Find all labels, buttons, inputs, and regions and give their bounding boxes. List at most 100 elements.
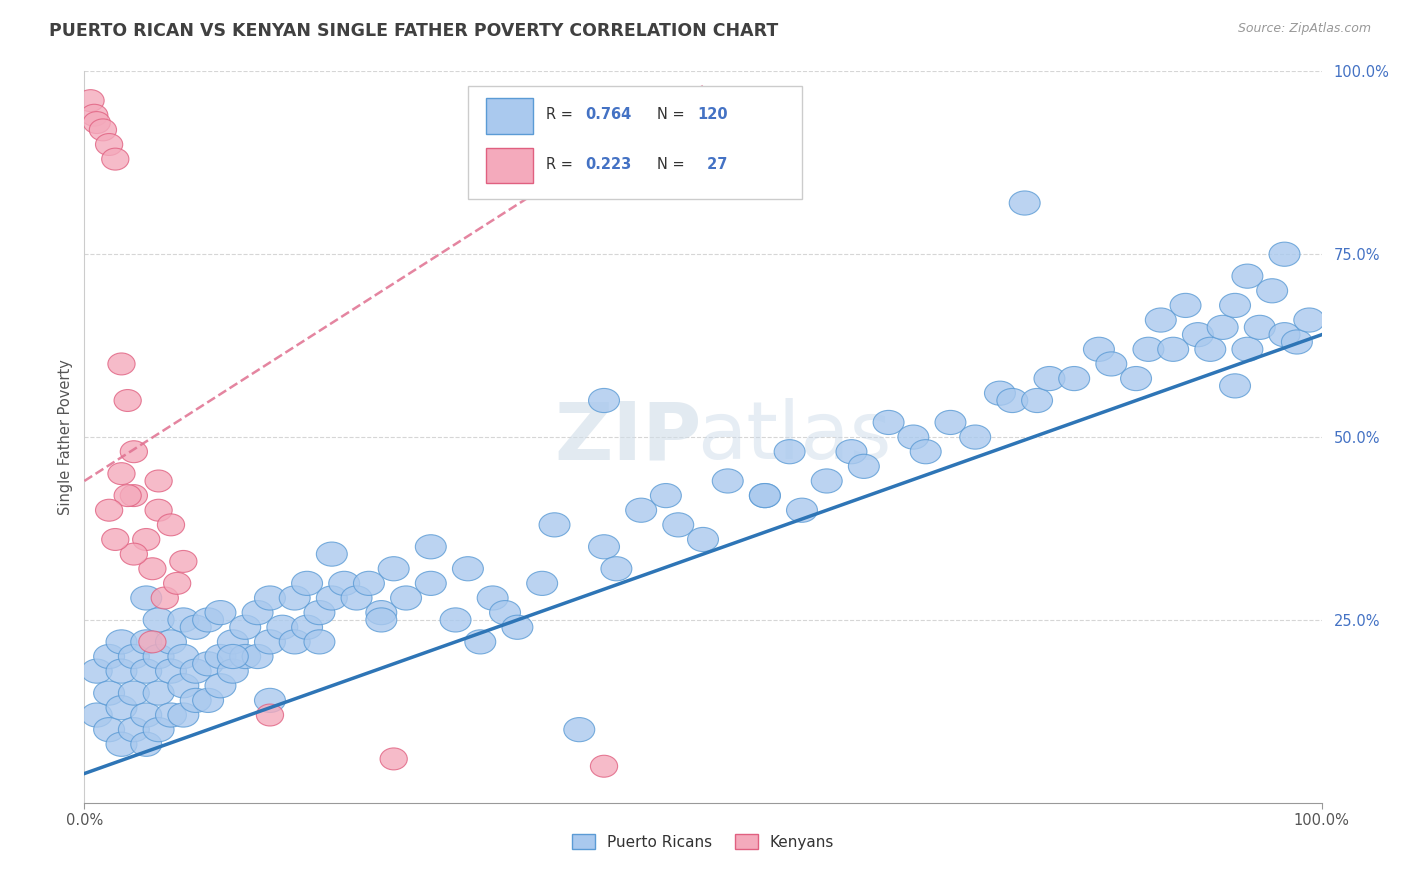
Ellipse shape <box>156 659 187 683</box>
Ellipse shape <box>80 104 108 127</box>
Ellipse shape <box>910 440 941 464</box>
Ellipse shape <box>1095 351 1126 376</box>
Ellipse shape <box>1022 388 1053 413</box>
Ellipse shape <box>626 498 657 523</box>
Ellipse shape <box>811 469 842 493</box>
Ellipse shape <box>316 586 347 610</box>
Ellipse shape <box>180 615 211 640</box>
Text: Source: ZipAtlas.com: Source: ZipAtlas.com <box>1237 22 1371 36</box>
Ellipse shape <box>1208 315 1239 340</box>
Legend: Puerto Ricans, Kenyans: Puerto Ricans, Kenyans <box>564 826 842 857</box>
Ellipse shape <box>591 756 617 777</box>
Ellipse shape <box>94 681 125 706</box>
Ellipse shape <box>1133 337 1164 361</box>
Ellipse shape <box>139 558 166 580</box>
Ellipse shape <box>600 557 631 581</box>
Ellipse shape <box>316 542 347 566</box>
Ellipse shape <box>218 659 249 683</box>
Ellipse shape <box>662 513 693 537</box>
Ellipse shape <box>143 717 174 742</box>
Ellipse shape <box>205 644 236 669</box>
Ellipse shape <box>118 717 149 742</box>
Ellipse shape <box>218 644 249 669</box>
Ellipse shape <box>229 615 260 640</box>
Ellipse shape <box>786 498 817 523</box>
Ellipse shape <box>1195 337 1226 361</box>
Ellipse shape <box>1219 293 1250 318</box>
Ellipse shape <box>329 571 360 596</box>
Text: ZIP: ZIP <box>554 398 702 476</box>
Ellipse shape <box>873 410 904 434</box>
Ellipse shape <box>1033 367 1064 391</box>
Ellipse shape <box>145 500 172 521</box>
Ellipse shape <box>101 148 129 170</box>
Ellipse shape <box>108 463 135 484</box>
Ellipse shape <box>291 571 322 596</box>
Text: 0.764: 0.764 <box>585 107 631 122</box>
Ellipse shape <box>380 747 408 770</box>
Ellipse shape <box>170 550 197 573</box>
Text: R =: R = <box>546 157 578 172</box>
Ellipse shape <box>1084 337 1115 361</box>
Ellipse shape <box>280 630 311 654</box>
Ellipse shape <box>156 703 187 727</box>
Ellipse shape <box>291 615 322 640</box>
Ellipse shape <box>121 441 148 463</box>
Ellipse shape <box>997 388 1028 413</box>
Ellipse shape <box>1257 278 1288 303</box>
Text: R =: R = <box>546 107 578 122</box>
Ellipse shape <box>145 470 172 492</box>
Ellipse shape <box>1010 191 1040 215</box>
Ellipse shape <box>156 630 187 654</box>
Ellipse shape <box>415 534 446 559</box>
Ellipse shape <box>205 600 236 624</box>
Ellipse shape <box>114 390 141 411</box>
Ellipse shape <box>132 528 160 550</box>
Text: PUERTO RICAN VS KENYAN SINGLE FATHER POVERTY CORRELATION CHART: PUERTO RICAN VS KENYAN SINGLE FATHER POV… <box>49 22 779 40</box>
Ellipse shape <box>254 586 285 610</box>
Ellipse shape <box>898 425 929 450</box>
Ellipse shape <box>143 607 174 632</box>
Ellipse shape <box>465 630 496 654</box>
Ellipse shape <box>143 644 174 669</box>
Ellipse shape <box>131 732 162 756</box>
Ellipse shape <box>440 607 471 632</box>
Ellipse shape <box>96 500 122 521</box>
Ellipse shape <box>1219 374 1250 398</box>
Ellipse shape <box>502 615 533 640</box>
Ellipse shape <box>77 90 104 112</box>
Ellipse shape <box>121 543 148 566</box>
Ellipse shape <box>1157 337 1188 361</box>
Text: atlas: atlas <box>697 398 891 476</box>
Ellipse shape <box>82 659 112 683</box>
Text: 120: 120 <box>697 107 727 122</box>
Ellipse shape <box>108 353 135 375</box>
Ellipse shape <box>935 410 966 434</box>
Ellipse shape <box>256 704 284 726</box>
Ellipse shape <box>280 586 311 610</box>
Ellipse shape <box>167 644 198 669</box>
Ellipse shape <box>139 631 166 653</box>
Y-axis label: Single Father Poverty: Single Father Poverty <box>58 359 73 515</box>
Ellipse shape <box>304 600 335 624</box>
Text: 0.223: 0.223 <box>585 157 631 172</box>
FancyBboxPatch shape <box>486 148 533 183</box>
Ellipse shape <box>229 644 260 669</box>
Ellipse shape <box>353 571 384 596</box>
Ellipse shape <box>489 600 520 624</box>
Ellipse shape <box>1244 315 1275 340</box>
FancyBboxPatch shape <box>486 98 533 134</box>
FancyBboxPatch shape <box>468 86 801 200</box>
Text: 27: 27 <box>702 157 727 172</box>
Ellipse shape <box>538 513 569 537</box>
Ellipse shape <box>749 483 780 508</box>
Ellipse shape <box>105 630 136 654</box>
Ellipse shape <box>366 607 396 632</box>
Ellipse shape <box>304 630 335 654</box>
Ellipse shape <box>167 703 198 727</box>
Ellipse shape <box>366 600 396 624</box>
Ellipse shape <box>1232 264 1263 288</box>
Ellipse shape <box>114 484 141 507</box>
Ellipse shape <box>193 607 224 632</box>
Ellipse shape <box>1146 308 1177 332</box>
